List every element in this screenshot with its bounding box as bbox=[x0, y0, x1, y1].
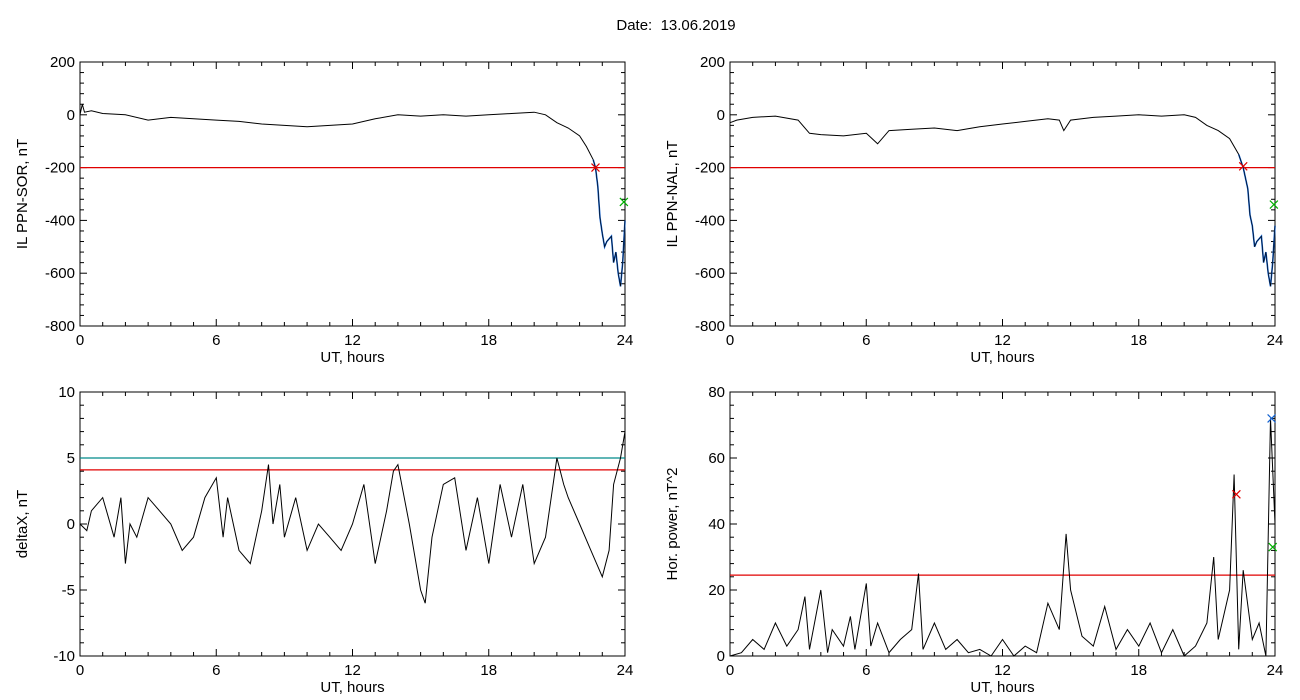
series-line-storm-overlay bbox=[592, 159, 626, 287]
y-tick-label: 0 bbox=[67, 516, 75, 533]
x-tick-label: 18 bbox=[480, 332, 497, 349]
y-tick-label: 0 bbox=[717, 648, 725, 665]
chart-panel-4: 0 6 12 18 24 80 60 40 20 0 UT, hours Hor. power, nT… bbox=[664, 384, 1283, 696]
y-tick-label: -600 bbox=[695, 265, 725, 282]
y-axis-label: deltaX, nT bbox=[14, 490, 31, 558]
x-tick-label: 24 bbox=[1267, 332, 1284, 349]
y-tick-label: -600 bbox=[45, 265, 75, 282]
end-marker-green bbox=[1268, 542, 1278, 552]
x-tick-label: 0 bbox=[726, 332, 734, 349]
y-tick-label: 40 bbox=[708, 516, 725, 533]
y-tick-label: -800 bbox=[45, 318, 75, 335]
threshold-crossing-marker bbox=[1231, 489, 1241, 499]
y-tick-label: -400 bbox=[695, 212, 725, 229]
x-axis-label: UT, hours bbox=[970, 349, 1034, 366]
y-tick-label: -5 bbox=[62, 582, 75, 599]
x-tick-label: 12 bbox=[344, 332, 361, 349]
series-line-main bbox=[79, 431, 626, 604]
series-line-main bbox=[79, 104, 594, 160]
x-tick-label: 0 bbox=[76, 332, 84, 349]
y-tick-label: -10 bbox=[53, 648, 75, 665]
threshold-crossing-marker bbox=[591, 163, 600, 173]
y-tick-label: 10 bbox=[58, 384, 75, 401]
x-tick-label: 0 bbox=[76, 662, 84, 679]
x-tick-label: 18 bbox=[480, 662, 497, 679]
end-marker-blue bbox=[1267, 413, 1277, 423]
x-tick-label: 24 bbox=[617, 332, 634, 349]
x-axis-label: UT, hours bbox=[320, 349, 384, 366]
series-line-main bbox=[729, 418, 1276, 657]
date-label: Date: bbox=[616, 17, 653, 34]
y-tick-label: 200 bbox=[700, 54, 725, 71]
y-axis-label: Hor. power, nT^2 bbox=[664, 468, 681, 581]
y-tick-label: 60 bbox=[708, 450, 725, 467]
x-tick-label: 12 bbox=[344, 662, 361, 679]
y-tick-label: 0 bbox=[67, 107, 75, 124]
x-tick-label: 12 bbox=[994, 662, 1011, 679]
plot-frame bbox=[729, 391, 1276, 657]
x-tick-label: 24 bbox=[617, 662, 634, 679]
end-marker bbox=[619, 197, 629, 207]
y-axis-label: IL PPN-NAL, nT bbox=[664, 141, 681, 248]
date-value: 13.06.2019 bbox=[660, 17, 736, 34]
series-line-main bbox=[729, 114, 1240, 155]
plot-frame bbox=[79, 61, 626, 327]
x-axis-label: UT, hours bbox=[970, 679, 1034, 696]
y-tick-label: 0 bbox=[717, 107, 725, 124]
threshold-crossing-marker bbox=[1238, 161, 1248, 171]
x-tick-label: 6 bbox=[862, 332, 870, 349]
x-axis-label: UT, hours bbox=[320, 679, 384, 696]
series-line-storm-overlay bbox=[1238, 154, 1276, 287]
series-line-storm bbox=[592, 159, 626, 287]
y-tick-label: -400 bbox=[45, 212, 75, 229]
chart-panel-3: 0 6 12 18 24 10 5 0 -5 -10 UT, hours deltaX, nT bbox=[14, 384, 633, 696]
x-tick-label: 18 bbox=[1130, 662, 1147, 679]
x-tick-label: 6 bbox=[212, 332, 220, 349]
x-tick-label: 6 bbox=[862, 662, 870, 679]
y-tick-label: 80 bbox=[708, 384, 725, 401]
y-tick-label: -200 bbox=[695, 160, 725, 177]
y-tick-label: 200 bbox=[50, 54, 75, 71]
y-axis-label: IL PPN-SOR, nT bbox=[14, 139, 31, 249]
end-marker bbox=[1269, 200, 1279, 209]
y-tick-label: -800 bbox=[695, 318, 725, 335]
x-tick-label: 18 bbox=[1130, 332, 1147, 349]
y-tick-label: -200 bbox=[45, 160, 75, 177]
x-tick-label: 24 bbox=[1267, 662, 1284, 679]
chart-panel-1: 0 6 12 18 24 200 0 -200 -400 -600 -800 UT, hours IL … bbox=[14, 54, 633, 366]
plot-frame bbox=[729, 61, 1276, 327]
chart-panel-2: 0 6 12 18 24 200 0 -200 -400 -600 -800 UT, hours IL … bbox=[664, 54, 1283, 366]
y-tick-label: 20 bbox=[708, 582, 725, 599]
y-tick-label: 5 bbox=[67, 450, 75, 467]
x-tick-label: 0 bbox=[726, 662, 734, 679]
x-tick-label: 6 bbox=[212, 662, 220, 679]
header: Date: 13.06.2019 bbox=[0, 17, 1300, 34]
x-tick-label: 12 bbox=[994, 332, 1011, 349]
